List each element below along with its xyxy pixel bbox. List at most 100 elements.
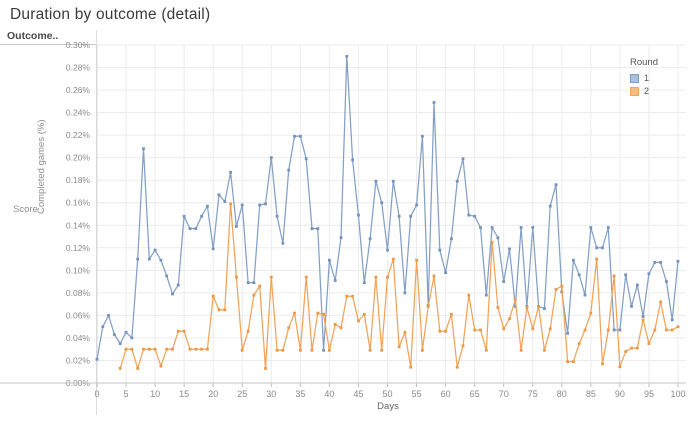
series-marker-round-2[interactable]: [374, 275, 378, 279]
series-marker-round-2[interactable]: [577, 342, 581, 345]
series-marker-round-1[interactable]: [182, 214, 186, 218]
series-marker-round-2[interactable]: [188, 347, 192, 351]
series-marker-round-1[interactable]: [229, 170, 232, 174]
series-marker-round-1[interactable]: [484, 293, 488, 297]
series-marker-round-1[interactable]: [235, 225, 238, 228]
series-marker-round-1[interactable]: [676, 259, 680, 263]
series-marker-round-2[interactable]: [386, 275, 389, 279]
series-marker-round-1[interactable]: [299, 134, 302, 138]
series-marker-round-2[interactable]: [339, 326, 343, 330]
series-marker-round-2[interactable]: [310, 348, 314, 352]
series-marker-round-2[interactable]: [409, 365, 413, 369]
series-marker-round-2[interactable]: [153, 347, 157, 351]
series-marker-round-1[interactable]: [519, 226, 523, 229]
series-marker-round-2[interactable]: [665, 328, 668, 332]
series-marker-round-2[interactable]: [624, 350, 628, 353]
series-marker-round-1[interactable]: [293, 134, 296, 138]
series-marker-round-2[interactable]: [676, 325, 680, 329]
series-marker-round-2[interactable]: [647, 342, 651, 345]
series-marker-round-1[interactable]: [572, 258, 575, 262]
series-marker-round-1[interactable]: [206, 204, 209, 208]
series-marker-round-1[interactable]: [461, 157, 465, 161]
series-marker-round-1[interactable]: [165, 274, 169, 278]
series-marker-round-2[interactable]: [618, 365, 622, 369]
series-marker-round-1[interactable]: [223, 200, 227, 203]
series-marker-round-1[interactable]: [577, 273, 581, 277]
series-marker-round-2[interactable]: [258, 284, 262, 288]
series-marker-round-1[interactable]: [124, 330, 128, 334]
series-marker-round-2[interactable]: [438, 329, 442, 333]
series-marker-round-2[interactable]: [229, 202, 232, 206]
series-marker-round-1[interactable]: [415, 203, 418, 207]
series-marker-round-1[interactable]: [322, 348, 325, 352]
series-marker-round-1[interactable]: [176, 283, 180, 287]
series-marker-round-2[interactable]: [217, 308, 221, 312]
series-marker-round-1[interactable]: [304, 157, 308, 161]
series-marker-round-1[interactable]: [490, 226, 494, 229]
series-marker-round-2[interactable]: [595, 257, 599, 261]
series-marker-round-1[interactable]: [287, 168, 291, 172]
series-marker-round-1[interactable]: [670, 318, 674, 322]
series-marker-round-2[interactable]: [118, 367, 122, 370]
series-marker-round-2[interactable]: [165, 347, 169, 351]
series-marker-round-2[interactable]: [455, 365, 459, 369]
series-marker-round-2[interactable]: [182, 329, 186, 333]
series-marker-round-2[interactable]: [304, 275, 308, 279]
series-marker-round-1[interactable]: [357, 213, 360, 217]
series-marker-round-2[interactable]: [357, 319, 360, 323]
series-marker-round-2[interactable]: [275, 348, 279, 352]
series-marker-round-1[interactable]: [339, 236, 343, 240]
series-marker-round-2[interactable]: [508, 317, 511, 321]
series-marker-round-2[interactable]: [670, 328, 674, 332]
series-marker-round-2[interactable]: [479, 328, 482, 332]
series-marker-round-1[interactable]: [101, 325, 105, 329]
series-marker-round-2[interactable]: [269, 275, 273, 279]
series-marker-round-1[interactable]: [403, 291, 407, 295]
series-marker-round-1[interactable]: [246, 281, 250, 285]
series-marker-round-1[interactable]: [118, 342, 122, 345]
series-marker-round-2[interactable]: [206, 347, 209, 351]
series-marker-round-1[interactable]: [368, 237, 372, 241]
series-marker-round-2[interactable]: [450, 312, 453, 316]
series-marker-round-2[interactable]: [421, 348, 424, 352]
series-marker-round-2[interactable]: [635, 346, 639, 350]
series-marker-round-1[interactable]: [647, 272, 651, 276]
series-marker-round-1[interactable]: [316, 227, 320, 230]
series-marker-round-2[interactable]: [142, 347, 145, 351]
series-marker-round-2[interactable]: [124, 347, 128, 351]
series-marker-round-1[interactable]: [508, 247, 511, 251]
series-marker-round-1[interactable]: [345, 54, 349, 58]
series-marker-round-2[interactable]: [147, 347, 151, 351]
series-marker-round-2[interactable]: [496, 306, 500, 309]
series-marker-round-2[interactable]: [223, 308, 227, 312]
series-marker-round-1[interactable]: [624, 273, 628, 277]
series-marker-round-1[interactable]: [351, 158, 354, 162]
series-marker-round-1[interactable]: [496, 236, 500, 240]
series-marker-round-2[interactable]: [519, 348, 523, 352]
series-marker-round-1[interactable]: [421, 134, 424, 138]
series-marker-round-2[interactable]: [589, 311, 593, 315]
series-marker-round-1[interactable]: [601, 246, 604, 250]
series-marker-round-1[interactable]: [589, 226, 593, 229]
legend-item-round-2[interactable]: 2: [630, 86, 658, 96]
series-marker-round-1[interactable]: [380, 201, 384, 205]
series-marker-round-1[interactable]: [142, 147, 145, 151]
series-marker-round-2[interactable]: [287, 326, 291, 330]
series-marker-round-1[interactable]: [374, 179, 378, 183]
series-marker-round-1[interactable]: [583, 293, 587, 297]
series-marker-round-1[interactable]: [618, 328, 622, 332]
series-marker-round-1[interactable]: [147, 257, 151, 261]
series-marker-round-1[interactable]: [217, 193, 221, 197]
series-marker-round-2[interactable]: [641, 318, 645, 322]
series-marker-round-2[interactable]: [171, 347, 174, 351]
series-marker-round-2[interactable]: [432, 274, 436, 278]
series-marker-round-1[interactable]: [467, 213, 471, 217]
series-marker-round-1[interactable]: [612, 328, 616, 332]
series-marker-round-1[interactable]: [554, 183, 558, 187]
series-marker-round-2[interactable]: [264, 367, 267, 370]
series-marker-round-1[interactable]: [333, 279, 337, 282]
series-marker-round-1[interactable]: [630, 305, 633, 308]
series-marker-round-2[interactable]: [554, 288, 558, 291]
series-marker-round-2[interactable]: [525, 306, 529, 309]
